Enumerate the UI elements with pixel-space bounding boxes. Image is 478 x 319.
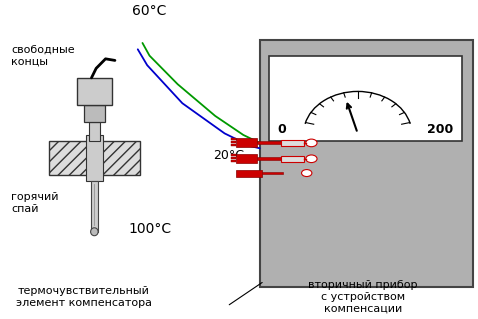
Ellipse shape (91, 228, 98, 236)
Bar (84, 105, 105, 122)
Text: термочувствительный
элемент компенсатора: термочувствительный элемент компенсатора (16, 286, 152, 308)
Bar (231, 144, 236, 146)
Circle shape (306, 139, 317, 147)
Bar (258, 157, 281, 160)
Text: свободные
концы: свободные концы (11, 45, 75, 66)
Text: горячий
спай: горячий спай (11, 192, 59, 214)
Text: 60°C: 60°C (132, 4, 167, 18)
Bar (281, 140, 304, 146)
Bar (91, 181, 98, 232)
Text: 20°C: 20°C (213, 149, 244, 162)
Text: 100°C: 100°C (129, 222, 172, 235)
Bar (236, 138, 258, 147)
Text: 200: 200 (427, 122, 453, 136)
Bar (258, 141, 281, 145)
Bar (86, 135, 103, 181)
Bar (76, 78, 112, 105)
Circle shape (302, 170, 312, 176)
Text: 0: 0 (278, 122, 286, 136)
Bar (89, 122, 100, 141)
Bar (231, 160, 236, 162)
Bar (236, 170, 262, 176)
Bar (49, 141, 140, 174)
Bar (236, 154, 258, 163)
Bar (231, 138, 236, 140)
Bar (262, 172, 283, 174)
Bar (231, 157, 236, 159)
Bar (281, 156, 304, 162)
Circle shape (306, 155, 317, 163)
Bar (260, 40, 473, 287)
Bar (269, 56, 462, 141)
Bar (231, 154, 236, 156)
Bar (231, 141, 236, 144)
Text: вторичный прибор
с устройством
компенсации: вторичный прибор с устройством компенсац… (308, 280, 418, 313)
